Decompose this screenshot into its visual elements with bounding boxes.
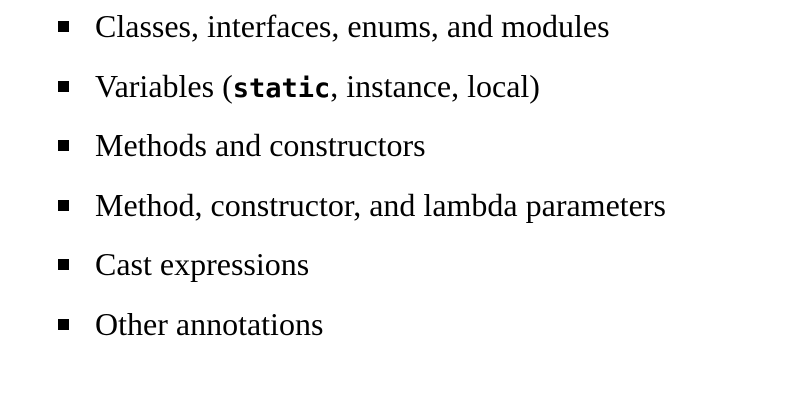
list-item-text: Classes, interfaces, enums, and modules [95, 8, 610, 44]
list-item-text: Other annotations [95, 306, 324, 342]
square-bullet-icon [58, 81, 69, 92]
list-item-text: Variables (static, instance, local) [95, 66, 540, 109]
list-item-text: Methods and constructors [95, 127, 426, 163]
code-keyword: static [232, 73, 331, 104]
list-item-text-before: Variables ( [95, 68, 233, 104]
list-item-text: Method, constructor, and lambda paramete… [95, 187, 666, 223]
square-bullet-icon [58, 140, 69, 151]
square-bullet-icon [58, 21, 69, 32]
list-item-text: Cast expressions [95, 246, 310, 282]
list-item-text-after: , instance, local) [330, 68, 540, 104]
square-bullet-icon [58, 319, 69, 330]
square-bullet-icon [58, 259, 69, 270]
square-bullet-icon [58, 200, 69, 211]
